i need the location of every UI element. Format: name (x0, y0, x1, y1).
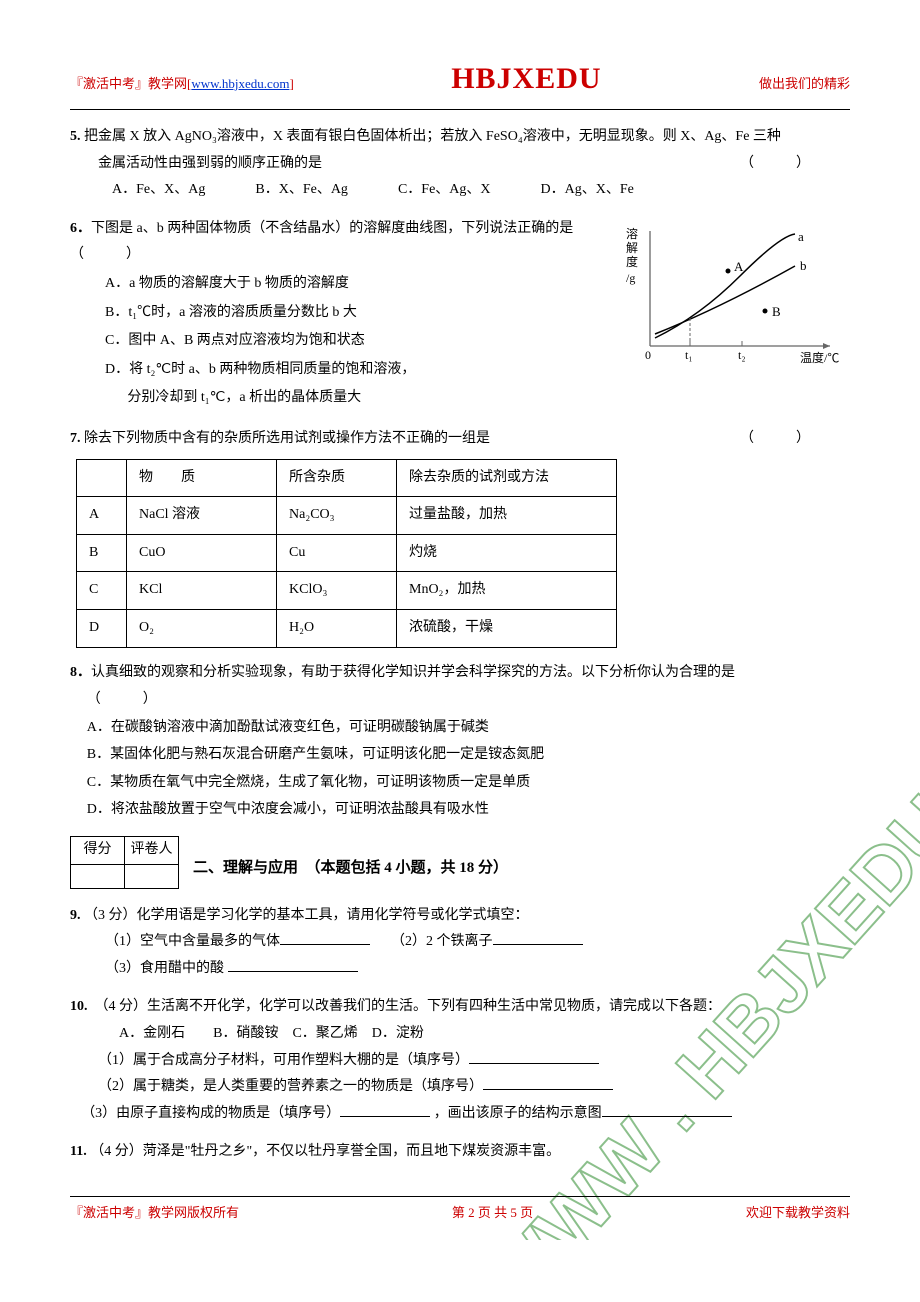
q5-opt-d: D．Ag、X、Fe (541, 177, 634, 204)
svg-text:A: A (734, 259, 744, 274)
q9-lead: （3 分）化学用语是学习化学的基本工具，请用化学符号或化学式填空： (84, 908, 529, 923)
header-logo: HBJXEDU (451, 50, 601, 107)
q5-line1: 把金属 X 放入 AgNO₃溶液中，X 表面有银白色固体析出；若放入 FeSO₄… (84, 129, 781, 144)
svg-text:t₂: t₂ (738, 348, 746, 362)
footer-right: 欢迎下载教学资料 (746, 1201, 850, 1226)
q7-paren: （ ） (740, 426, 810, 453)
question-8: 8．认真细致的观察和分析实验现象，有助于获得化学知识并学会科学探究的方法。以下分… (70, 660, 850, 825)
page-footer: 『激活中考』教学网版权所有 第 2 页 共 5 页 欢迎下载教学资料 (70, 1196, 850, 1226)
q6-opt-d2: 分别冷却到 t₁℃，a 析出的晶体质量大 (105, 385, 850, 412)
solubility-chart: 溶 解 度 /g 温度/℃ 0 t₁ t₂ a b A B (620, 216, 850, 366)
q8-opt-c: C．某物质在氧气中完全燃烧，生成了氧化物，可证明该物质一定是单质 (87, 770, 850, 797)
question-7: 7. 除去下列物质中含有的杂质所选用试剂或操作方法不正确的一组是 （ ） 物 质… (70, 426, 850, 648)
q11-lead: （4 分）菏泽是"牡丹之乡"，不仅以牡丹享誉全国，而且地下煤炭资源丰富。 (90, 1144, 560, 1159)
q7-h3: 除去杂质的试剂或方法 (397, 459, 617, 497)
q8-text: 认真细致的观察和分析实验现象，有助于获得化学知识并学会科学探究的方法。以下分析你… (91, 665, 735, 680)
q10-s1: （1）属于合成高分子材料，可用作塑料大棚的是（填序号） (98, 1053, 469, 1068)
table-row: DO₂H₂O浓硫酸，干燥 (77, 609, 617, 647)
q9-s3: （3）食用醋中的酸 (105, 961, 224, 976)
q5-opt-a: A．Fe、X、Ag (112, 177, 205, 204)
page-header: 『激活中考』教学网[www.hbjxedu.com] HBJXEDU 做出我们的… (70, 50, 850, 110)
q8-opt-d: D．将浓盐酸放置于空气中浓度会减小，可证明浓盐酸具有吸水性 (87, 797, 850, 824)
q7-h0 (77, 459, 127, 497)
svg-text:t₁: t₁ (685, 348, 693, 362)
question-10: 10. （4 分）生活离不开化学，化学可以改善我们的生活。下列有四种生活中常见物… (70, 994, 850, 1127)
question-9: 9. （3 分）化学用语是学习化学的基本工具，请用化学符号或化学式填空： （1）… (70, 903, 850, 983)
q8-paren: （ ） (87, 687, 850, 714)
q10-s2: （2）属于糖类，是人类重要的营养素之一的物质是（填序号） (98, 1079, 483, 1094)
blank-input[interactable] (602, 1101, 732, 1116)
table-row: ANaCl 溶液Na₂CO₃过量盐酸，加热 (77, 497, 617, 535)
svg-text:B: B (772, 304, 781, 319)
blank-input[interactable] (469, 1048, 599, 1063)
blank-input[interactable] (340, 1101, 430, 1116)
section-2-header: 得分评卷人 二、理解与应用 （本题包括 4 小题，共 18 分） (70, 836, 850, 889)
q8-opt-b: B．某固体化肥与熟石灰混合研磨产生氨味，可证明该化肥一定是铵态氮肥 (87, 742, 850, 769)
site-name: 『激活中考』教学网 (70, 76, 187, 91)
q5-line2: 金属活动性由强到弱的顺序正确的是 (98, 156, 322, 171)
header-slogan: 做出我们的精彩 (759, 72, 850, 97)
q10-lead: （4 分）生活离不开化学，化学可以改善我们的生活。下列有四种生活中常见物质，请完… (102, 999, 722, 1014)
q7-h2: 所含杂质 (277, 459, 397, 497)
q7-text: 除去下列物质中含有的杂质所选用试剂或操作方法不正确的一组是 (84, 431, 490, 446)
table-row: 物 质 所含杂质 除去杂质的试剂或方法 (77, 459, 617, 497)
footer-center: 第 2 页 共 5 页 (452, 1201, 533, 1226)
svg-text:b: b (800, 258, 807, 273)
q8-opt-a: A．在碳酸钠溶液中滴加酚酞试液变红色，可证明碳酸钠属于碱类 (87, 715, 850, 742)
table-row: BCuOCu灼烧 (77, 534, 617, 572)
svg-text:/g: /g (626, 271, 635, 285)
blank-input[interactable] (228, 956, 358, 971)
q10-s3: （3）由原子直接构成的物质是（填序号） (81, 1106, 340, 1121)
svg-text:温度/℃: 温度/℃ (800, 350, 839, 365)
q9-s1: （1）空气中含量最多的气体 (105, 934, 280, 949)
svg-text:溶: 溶 (626, 226, 638, 241)
q5-opt-c: C．Fe、Ag、X (398, 177, 491, 204)
grader-cell[interactable] (125, 864, 179, 888)
svg-text:0: 0 (645, 348, 651, 362)
svg-text:解: 解 (626, 241, 638, 255)
table-row: CKClKClO₃MnO₂，加热 (77, 572, 617, 610)
blank-input[interactable] (280, 930, 370, 945)
question-5: 5. 把金属 X 放入 AgNO₃溶液中，X 表面有银白色固体析出；若放入 Fe… (70, 124, 850, 204)
q9-s2: （2）2 个铁离子 (391, 934, 493, 949)
svg-text:度: 度 (626, 254, 638, 269)
question-11: 11. （4 分）菏泽是"牡丹之乡"，不仅以牡丹享誉全国，而且地下煤炭资源丰富。 (70, 1139, 850, 1166)
section-2-title: 二、理解与应用 （本题包括 4 小题，共 18 分） (70, 836, 850, 883)
question-6: 溶 解 度 /g 温度/℃ 0 t₁ t₂ a b A B 6．下图是 a、b … (70, 216, 850, 414)
score-cell[interactable] (71, 864, 125, 888)
q10-s3b: ，画出该原子的结构示意图 (434, 1106, 602, 1121)
grader-label: 评卷人 (125, 837, 179, 865)
score-label: 得分 (71, 837, 125, 865)
blank-input[interactable] (493, 930, 583, 945)
q5-paren: （ ） (740, 151, 810, 178)
q7-h1: 物 质 (127, 459, 277, 497)
q5-opt-b: B．X、Fe、Ag (255, 177, 348, 204)
q7-table: 物 质 所含杂质 除去杂质的试剂或方法 ANaCl 溶液Na₂CO₃过量盐酸，加… (76, 459, 617, 648)
score-grader-box: 得分评卷人 (70, 836, 179, 889)
blank-input[interactable] (483, 1075, 613, 1090)
q6-text: 下图是 a、b 两种固体物质（不含结晶水）的溶解度曲线图，下列说法正确的是（ ） (70, 221, 573, 263)
header-left: 『激活中考』教学网[www.hbjxedu.com] (70, 72, 294, 97)
site-url[interactable]: www.hbjxedu.com (191, 76, 289, 91)
footer-left: 『激活中考』教学网版权所有 (70, 1201, 239, 1226)
svg-text:a: a (798, 229, 804, 244)
q10-items: A．金刚石 B．硝酸铵 C．聚乙烯 D．淀粉 (70, 1021, 850, 1048)
